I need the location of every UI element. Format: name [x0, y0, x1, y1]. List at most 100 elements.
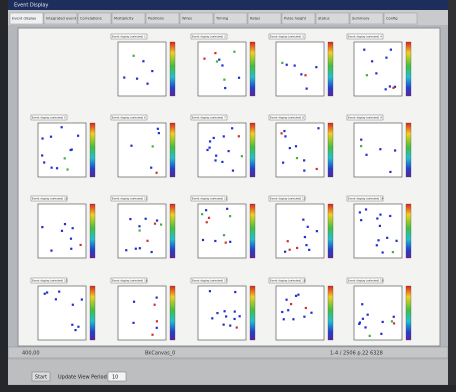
- hit: [315, 66, 317, 68]
- hit: [229, 324, 231, 326]
- hit: [317, 127, 319, 129]
- hit: [146, 240, 148, 242]
- hit: [371, 60, 373, 62]
- hit: [201, 213, 203, 215]
- tab-label[interactable]: Pulse height: [284, 17, 307, 21]
- hit: [304, 74, 306, 76]
- tab-label[interactable]: Rates: [250, 17, 260, 21]
- hit: [72, 227, 74, 229]
- color-bar: [170, 204, 175, 258]
- color-bar: [170, 42, 175, 96]
- hit: [233, 51, 235, 53]
- plot-frame: [354, 204, 402, 258]
- tab-label[interactable]: Correlations: [80, 17, 102, 21]
- hit: [216, 312, 218, 314]
- tab-label[interactable]: Timing: [215, 17, 228, 21]
- hit: [239, 315, 241, 317]
- hit: [229, 241, 231, 243]
- hit: [216, 60, 218, 62]
- hit: [139, 247, 141, 249]
- plot-title: Event display (selected) 8: [270, 116, 304, 120]
- hit: [211, 317, 213, 319]
- plot-title: Event display (selected) 4: [348, 35, 382, 39]
- hit: [223, 135, 225, 137]
- hit: [218, 59, 220, 61]
- hit: [389, 215, 391, 217]
- hit: [223, 324, 225, 326]
- hit: [206, 149, 208, 151]
- hit: [156, 327, 158, 329]
- hit: [390, 49, 392, 51]
- hit: [385, 57, 387, 59]
- hit: [232, 170, 234, 172]
- hit: [363, 49, 365, 51]
- plot-frame: [198, 286, 246, 340]
- hit: [152, 145, 154, 147]
- hit: [202, 239, 204, 241]
- hit: [394, 149, 396, 151]
- hit: [43, 161, 45, 163]
- hit: [79, 244, 81, 246]
- tab-label[interactable]: Wires: [182, 17, 192, 21]
- hit: [209, 290, 211, 292]
- plot-title: Event display (selected) 15: [32, 279, 68, 283]
- bezel-right: [448, 0, 456, 392]
- hit: [380, 333, 382, 335]
- hit: [284, 251, 286, 253]
- tab-label[interactable]: Summary: [352, 17, 370, 21]
- bezel-left: [0, 0, 8, 392]
- title-bar: [0, 0, 456, 10]
- hit: [281, 62, 283, 64]
- hit: [208, 147, 210, 149]
- hit: [360, 139, 362, 141]
- hit: [359, 211, 361, 213]
- hit: [77, 135, 79, 137]
- hit: [362, 318, 364, 320]
- hit: [292, 318, 294, 320]
- plot-frame: [354, 286, 402, 340]
- plot-frame: [198, 42, 246, 96]
- hit: [50, 250, 52, 252]
- hit: [81, 298, 83, 300]
- hit: [136, 78, 138, 80]
- hit: [296, 157, 298, 159]
- plot-frame: [276, 42, 324, 96]
- hit: [376, 244, 378, 246]
- hit: [379, 148, 381, 150]
- hit: [123, 76, 125, 78]
- hit: [66, 168, 68, 170]
- hit: [379, 225, 381, 227]
- hit: [305, 244, 307, 246]
- hit: [56, 167, 58, 169]
- hit: [376, 217, 378, 219]
- hit: [287, 240, 289, 242]
- plot-frame: [198, 204, 246, 258]
- hit: [280, 132, 282, 134]
- color-bar: [250, 42, 255, 96]
- start-label[interactable]: Start: [35, 375, 47, 381]
- hit: [290, 303, 292, 305]
- tab-label[interactable]: Status: [318, 17, 330, 21]
- tab-label[interactable]: Config: [386, 17, 398, 21]
- hit: [306, 88, 308, 90]
- period-value[interactable]: 10: [112, 375, 118, 381]
- color-bar: [170, 286, 175, 340]
- hit: [241, 155, 243, 157]
- hit: [214, 52, 216, 54]
- hit: [238, 135, 240, 137]
- hit: [316, 230, 318, 232]
- hit: [361, 303, 363, 305]
- tab-label[interactable]: Positions: [148, 17, 164, 21]
- hit: [151, 334, 153, 336]
- tab-label[interactable]: Multiplicity: [114, 17, 134, 21]
- hit: [395, 240, 397, 242]
- hit: [295, 295, 297, 297]
- plot-frame: [198, 123, 246, 177]
- hit: [71, 324, 73, 326]
- hit: [389, 85, 391, 87]
- hit: [50, 136, 52, 138]
- tab-label[interactable]: Event display: [12, 17, 37, 21]
- hit: [303, 170, 305, 172]
- hit: [228, 150, 230, 152]
- hit: [70, 248, 72, 250]
